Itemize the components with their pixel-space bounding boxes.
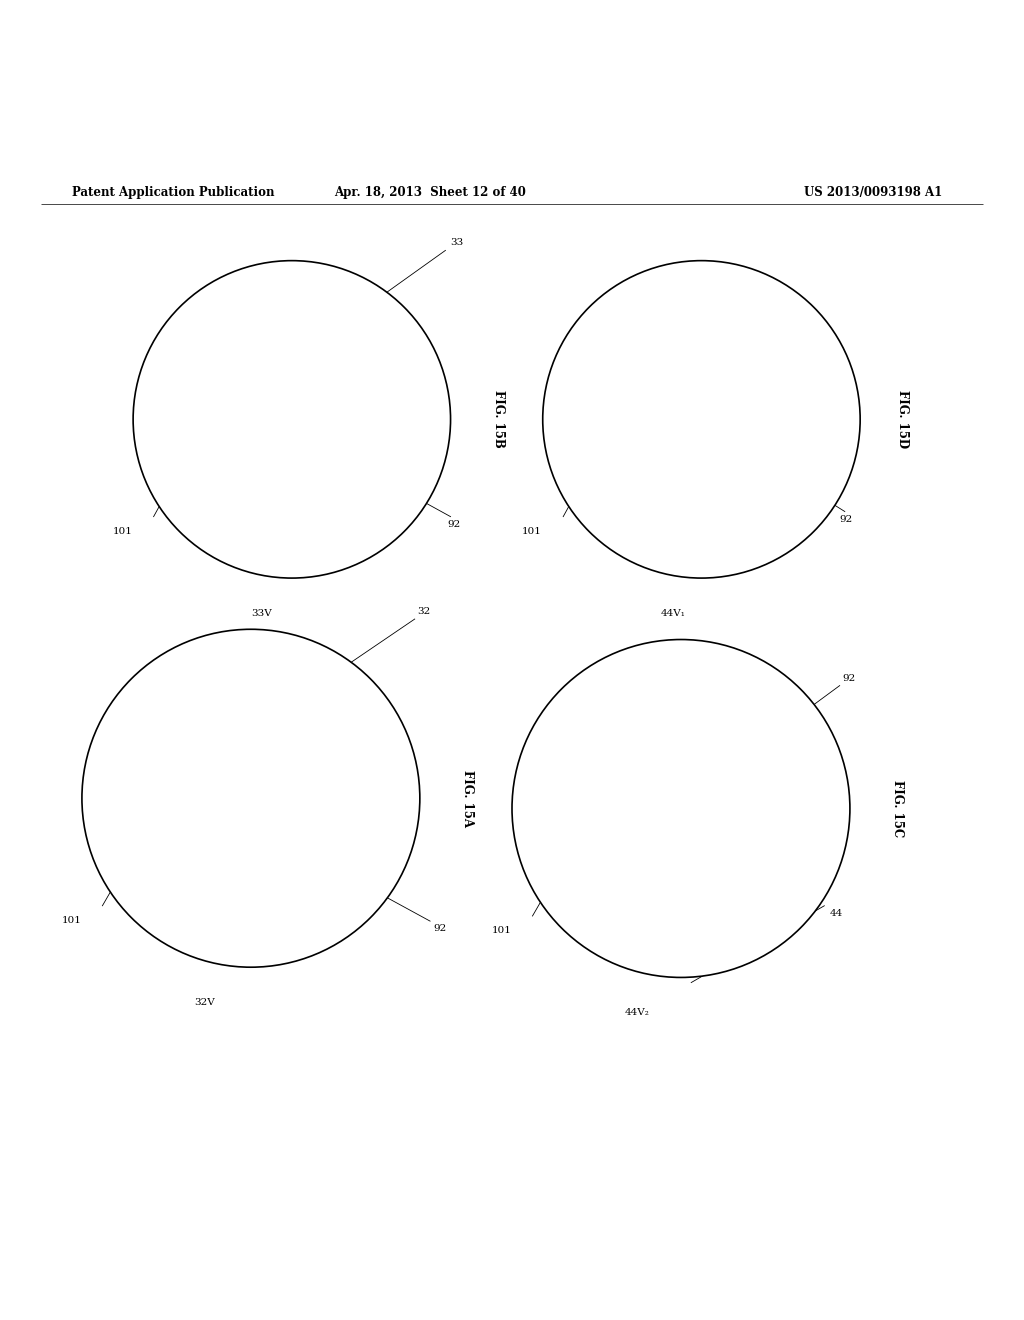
Bar [276,772,302,845]
Bar [317,384,358,440]
Bar [563,306,645,537]
Circle shape [512,639,850,977]
Bar [543,696,625,927]
FancyArrow shape [281,713,324,730]
Text: 101: 101 [113,527,132,536]
Text: FIG. 15D: FIG. 15D [896,391,909,449]
Bar [205,685,276,916]
Text: FIG. 15A: FIG. 15A [461,770,474,826]
Text: 33V: 33V [251,609,271,618]
Circle shape [345,453,351,458]
Text: 92: 92 [447,520,461,529]
Bar [635,696,707,927]
Text: 92: 92 [433,924,446,933]
Text: 101: 101 [492,927,511,936]
Text: 44V₁: 44V₁ [660,609,685,618]
Circle shape [543,260,860,578]
Bar [727,425,768,480]
Bar [113,685,195,916]
Bar [727,783,758,804]
FancyArrow shape [281,750,324,767]
Text: Patent Application Publication: Patent Application Publication [72,186,274,198]
Text: 101: 101 [61,916,81,925]
Circle shape [82,630,420,968]
Text: US 2013/0093198 A1: US 2013/0093198 A1 [804,186,942,198]
Circle shape [133,260,451,578]
Bar [727,347,753,368]
Text: 32V: 32V [195,998,215,1007]
Text: 101: 101 [522,527,542,536]
Bar [655,306,727,537]
Text: FIG. 15C: FIG. 15C [891,780,904,837]
Text: 92: 92 [840,515,853,524]
Circle shape [324,405,332,413]
Text: FIG. 15B: FIG. 15B [492,391,505,449]
Text: 33: 33 [451,239,464,247]
Bar [727,388,753,429]
Text: 92: 92 [843,673,856,682]
Bar [154,306,236,537]
Text: 44V₂: 44V₂ [625,1008,649,1018]
Text: 44: 44 [829,909,843,917]
Bar [246,306,317,537]
Text: 32: 32 [417,607,430,616]
Circle shape [762,441,770,449]
Text: Apr. 18, 2013  Sheet 12 of 40: Apr. 18, 2013 Sheet 12 of 40 [334,186,526,198]
Bar [707,752,732,818]
Bar [297,813,328,840]
FancyArrow shape [281,731,324,748]
Bar [317,333,358,388]
